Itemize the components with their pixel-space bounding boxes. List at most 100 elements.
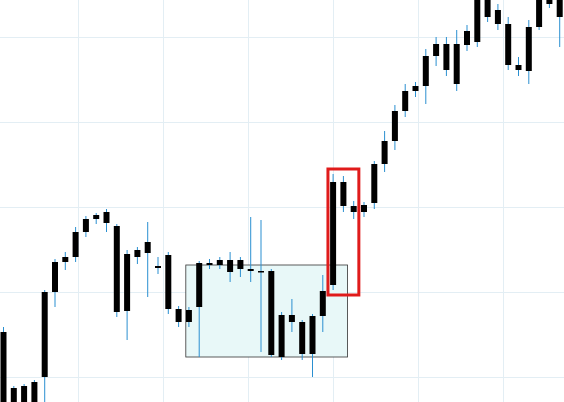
candle-body (21, 386, 28, 402)
candle (72, 227, 79, 262)
candle (165, 252, 172, 314)
candle-body (484, 0, 491, 17)
candle-body (288, 315, 295, 322)
candle-body (546, 0, 553, 4)
candle (525, 20, 532, 84)
candle (474, 0, 481, 47)
candle (443, 37, 450, 76)
candle-body (474, 0, 481, 42)
candle (175, 306, 182, 327)
candle (494, 4, 501, 30)
candle-body (0, 332, 7, 402)
candle (268, 269, 275, 357)
candle (546, 0, 553, 8)
candle-body (72, 232, 79, 257)
candle (227, 252, 234, 282)
candle-body (494, 10, 501, 24)
candle (340, 176, 347, 212)
candle-body (391, 111, 398, 141)
candle (247, 217, 254, 282)
candle-body (113, 226, 120, 312)
candle (185, 307, 192, 327)
candle-body (196, 263, 203, 307)
candle (41, 290, 48, 402)
candle-body (350, 206, 357, 212)
candle (124, 250, 131, 340)
candle (134, 247, 141, 264)
candle (464, 25, 470, 51)
candle (391, 105, 398, 150)
candle-body (556, 0, 563, 17)
candle (52, 259, 58, 307)
candle (412, 82, 419, 97)
candle-body (31, 382, 38, 402)
candle (237, 257, 244, 277)
candle-body (361, 205, 367, 212)
candle-body (206, 263, 213, 265)
candle-body (525, 27, 532, 71)
candle-body (258, 271, 264, 273)
candle-body (134, 250, 141, 257)
candle-body (124, 254, 131, 311)
candle (515, 57, 522, 76)
candle (556, 0, 563, 47)
candle-body (433, 44, 440, 56)
candle (433, 37, 440, 66)
candle (299, 320, 306, 360)
candle-body (381, 141, 388, 164)
candle-body (371, 164, 378, 203)
candle (113, 224, 120, 317)
candle-body (453, 44, 460, 84)
candle-body (412, 86, 419, 91)
candle-body (227, 260, 234, 272)
candle (155, 257, 161, 274)
candle-body (505, 24, 512, 65)
candle (453, 30, 460, 91)
candle (21, 384, 28, 402)
candle-body (144, 242, 151, 253)
candle-body (319, 291, 326, 316)
candle-body (216, 260, 223, 265)
candle-body (93, 215, 100, 219)
candle-body (330, 182, 337, 285)
candle-body (155, 266, 161, 268)
candle (62, 252, 69, 270)
breakout-candles-highlight (326, 167, 361, 297)
candle (330, 174, 337, 290)
candle (31, 380, 38, 402)
candle (309, 314, 316, 377)
candle-body (185, 310, 192, 322)
candle (319, 275, 326, 332)
candle (350, 201, 357, 219)
candle (288, 299, 295, 332)
candle-body (62, 257, 69, 262)
candle-body (175, 309, 182, 322)
candle-body (309, 316, 316, 354)
candle (258, 220, 264, 352)
candle-body (515, 65, 522, 70)
candle-body (10, 388, 17, 402)
candle-body (247, 269, 254, 271)
candle (196, 261, 203, 357)
candle (536, 0, 543, 30)
candle-body (422, 56, 429, 86)
candle-body (82, 219, 89, 232)
candle (103, 209, 110, 232)
candle (381, 131, 388, 172)
candle-body (103, 212, 110, 223)
candle-body (165, 255, 172, 309)
candle-body (299, 322, 306, 354)
candle (10, 386, 17, 402)
candle (361, 202, 367, 217)
highlights (326, 167, 361, 297)
candle (371, 161, 378, 209)
candle-body (443, 44, 450, 70)
candle (278, 312, 285, 360)
candle-body (278, 315, 285, 357)
candle (216, 257, 223, 269)
candle (422, 49, 429, 104)
candle-body (52, 262, 58, 292)
